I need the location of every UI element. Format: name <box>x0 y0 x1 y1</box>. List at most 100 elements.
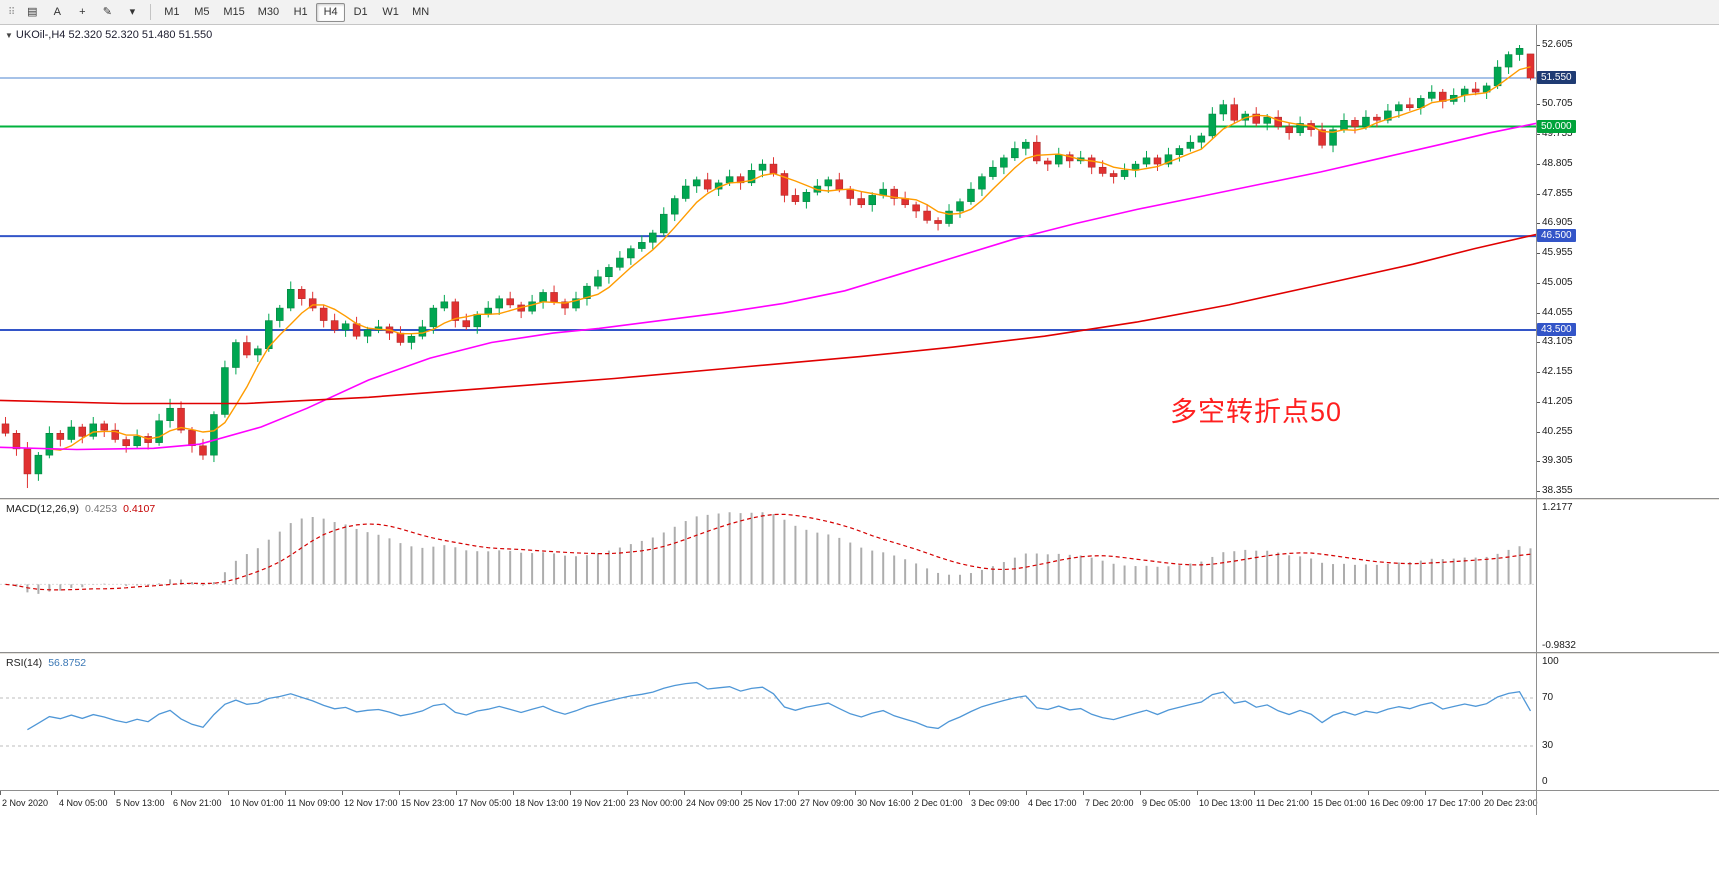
time-axis-label: 25 Nov 17:00 <box>743 798 797 808</box>
time-tick-mark <box>1311 791 1312 795</box>
rsi-value: 56.8752 <box>48 657 87 669</box>
price-axis-label: 41.205 <box>1542 396 1573 407</box>
time-axis-label: 10 Dec 13:00 <box>1199 798 1253 808</box>
chart-title: ▼ UKOil-,H4 52.320 52.320 51.480 51.550 <box>5 29 212 41</box>
price-tick-mark <box>1536 134 1540 135</box>
macd-signal-value: 0.4107 <box>123 503 156 515</box>
panel-splitter[interactable] <box>0 652 1719 654</box>
horizontal-levels-layer <box>0 77 1536 331</box>
toolbar: ⠿ ▤ A + ✎ ▾ M1 M5 M15 M30 H1 H4 D1 W1 MN <box>0 0 1719 25</box>
panel-splitter[interactable] <box>0 498 1719 500</box>
macd-scale[interactable]: 1.2177 -0.9832 <box>1536 500 1719 652</box>
price-level-badge: 50.000 <box>1537 120 1576 133</box>
macd-plot[interactable] <box>0 500 1536 652</box>
time-axis-label: 2 Dec 01:00 <box>914 798 963 808</box>
time-tick-mark <box>285 791 286 795</box>
price-axis-label: 39.305 <box>1542 455 1573 466</box>
time-tick-mark <box>969 791 970 795</box>
time-axis-label: 23 Nov 00:00 <box>629 798 683 808</box>
draw-tools-button[interactable]: ✎ <box>95 3 119 22</box>
timeframe-h4-button[interactable]: H4 <box>316 2 346 22</box>
time-axis-label: 30 Nov 16:00 <box>857 798 911 808</box>
price-axis-label: 38.355 <box>1542 485 1573 496</box>
timeframe-h1-button[interactable]: H1 <box>286 3 315 22</box>
macd-axis-label: 1.2177 <box>1542 502 1573 513</box>
timeframe-m30-button[interactable]: M30 <box>252 3 285 22</box>
time-axis-label: 27 Nov 09:00 <box>800 798 854 808</box>
price-axis-label: 45.955 <box>1542 247 1573 258</box>
rsi-scale[interactable]: 100 70 30 0 <box>1536 654 1719 790</box>
price-tick-mark <box>1536 313 1540 314</box>
timeframe-m15-button[interactable]: M15 <box>217 3 250 22</box>
toolbar-separator <box>150 4 152 20</box>
symbol-ohlc-title: UKOil-,H4 52.320 52.320 51.480 51.550 <box>15 29 213 41</box>
time-axis-label: 20 Dec 23:00 <box>1484 798 1538 808</box>
time-tick-mark <box>228 791 229 795</box>
price-axis-label: 49.755 <box>1542 128 1573 139</box>
ma-slow-line <box>0 233 1536 405</box>
price-level-badge: 43.500 <box>1537 323 1576 336</box>
timeframe-d1-button[interactable]: D1 <box>346 3 375 22</box>
time-tick-mark <box>1254 791 1255 795</box>
time-axis-label: 16 Dec 09:00 <box>1370 798 1424 808</box>
price-tick-mark <box>1536 283 1540 284</box>
price-tick-mark <box>1536 104 1540 105</box>
price-level-badge: 51.550 <box>1537 71 1576 84</box>
time-axis[interactable]: 2 Nov 2020 4 Nov 05:00 5 Nov 13:00 6 Nov 21… <box>0 790 1719 815</box>
time-axis-label: 4 Nov 05:00 <box>59 798 108 808</box>
timeframe-w1-button[interactable]: W1 <box>376 3 405 22</box>
price-tick-mark <box>1536 402 1540 403</box>
annotation-text: 多空转折点50 <box>1170 397 1343 427</box>
time-tick-mark <box>513 791 514 795</box>
time-tick-mark <box>855 791 856 795</box>
main-chart-plot[interactable] <box>0 25 1536 498</box>
time-axis-label: 15 Nov 23:00 <box>401 798 455 808</box>
rsi-plot[interactable] <box>0 654 1536 790</box>
rsi-panel: 100 70 30 0 RSI(14) 56.8752 <box>0 654 1719 790</box>
timeframe-m5-button[interactable]: M5 <box>187 3 216 22</box>
time-tick-mark <box>114 791 115 795</box>
price-tick-mark <box>1536 223 1540 224</box>
timeframe-mn-button[interactable]: MN <box>406 3 435 22</box>
price-axis-label: 52.605 <box>1542 39 1573 50</box>
charts-symbol-button[interactable]: ▤ <box>20 3 44 22</box>
macd-axis-label: -0.9832 <box>1542 640 1576 651</box>
time-tick-mark <box>1482 791 1483 795</box>
text-annotation-button[interactable]: A <box>45 3 69 22</box>
draw-tools-caret-button[interactable]: ▾ <box>120 3 144 22</box>
time-axis-label: 11 Dec 21:00 <box>1256 798 1309 808</box>
price-scale-separator <box>1536 25 1537 815</box>
main-price-scale[interactable]: 52.605 50.705 49.755 48.805 47.855 46.905 45.9… <box>1536 25 1719 498</box>
price-axis-label: 48.805 <box>1542 158 1573 169</box>
time-axis-label: 5 Nov 13:00 <box>116 798 165 808</box>
price-tick-mark <box>1536 164 1540 165</box>
time-tick-mark <box>1197 791 1198 795</box>
price-tick-mark <box>1536 432 1540 433</box>
time-axis-label: 6 Nov 21:00 <box>173 798 222 808</box>
price-axis-label: 50.705 <box>1542 98 1573 109</box>
crosshair-button[interactable]: + <box>70 3 94 22</box>
time-tick-mark <box>627 791 628 795</box>
time-tick-mark <box>342 791 343 795</box>
time-tick-mark <box>1425 791 1426 795</box>
price-axis-label: 44.055 <box>1542 307 1573 318</box>
time-axis-label: 17 Nov 05:00 <box>458 798 512 808</box>
price-axis-label: 43.105 <box>1542 336 1573 347</box>
time-tick-mark <box>798 791 799 795</box>
time-tick-mark <box>399 791 400 795</box>
time-axis-label: 18 Nov 13:00 <box>515 798 569 808</box>
price-tick-mark <box>1536 253 1540 254</box>
time-tick-mark <box>912 791 913 795</box>
time-tick-mark <box>1368 791 1369 795</box>
macd-main-value: 0.4253 <box>84 503 118 515</box>
time-axis-label: 10 Nov 01:00 <box>230 798 284 808</box>
time-axis-label: 11 Nov 09:00 <box>287 798 340 808</box>
toolbar-grip[interactable]: ⠿ <box>8 6 16 18</box>
time-tick-mark <box>684 791 685 795</box>
price-tick-mark <box>1536 342 1540 343</box>
timeframe-m1-button[interactable]: M1 <box>157 3 186 22</box>
macd-label: MACD(12,26,9) 0.4253 0.4107 <box>6 503 155 515</box>
rsi-axis-label: 0 <box>1542 776 1548 787</box>
collapse-arrow-icon[interactable]: ▼ <box>5 31 13 40</box>
